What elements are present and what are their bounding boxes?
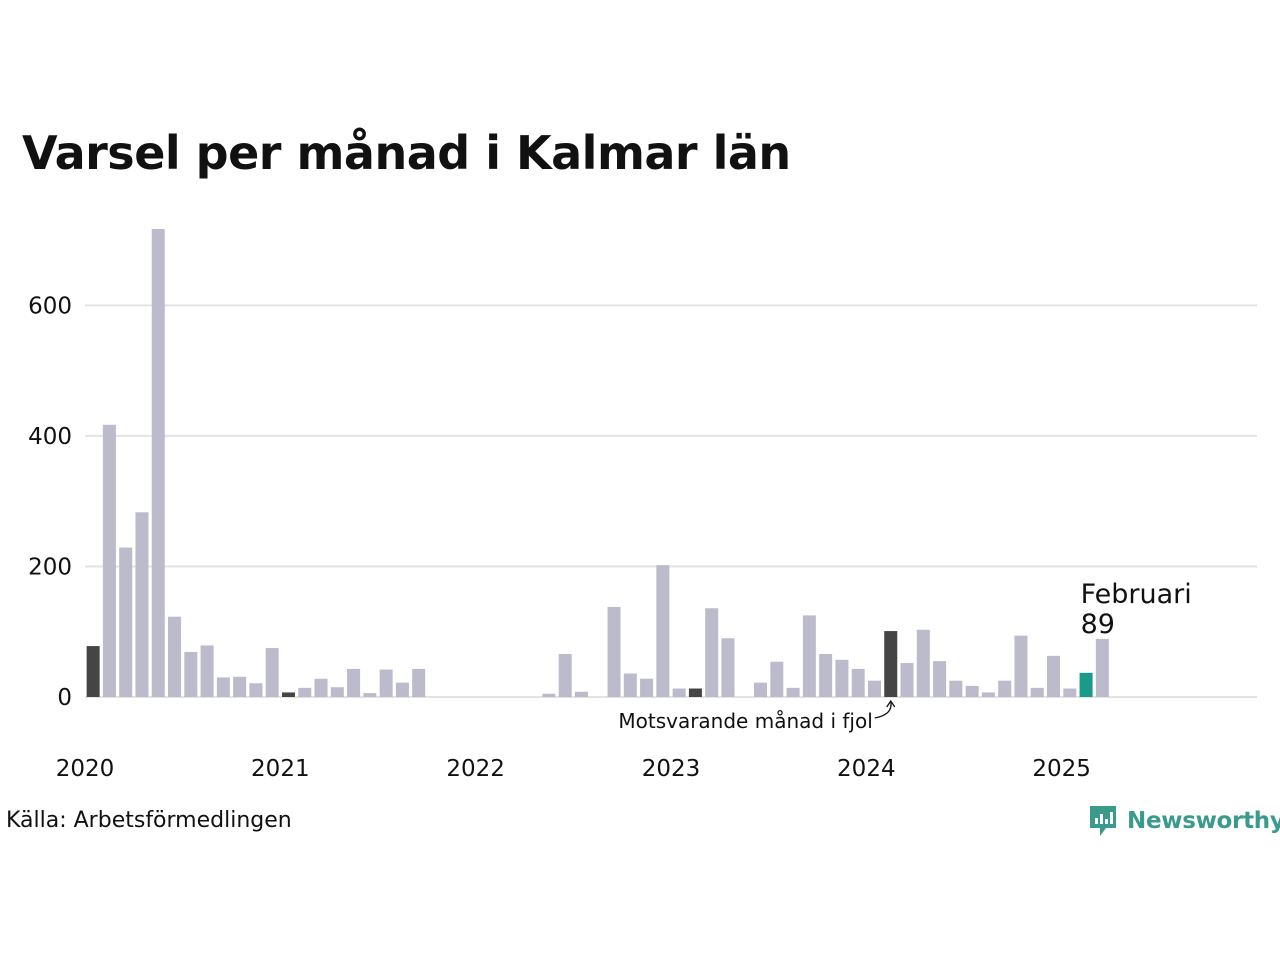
bar [900, 663, 914, 697]
bar [119, 547, 133, 697]
callout-value-label: 89 [1081, 609, 1115, 640]
bar [835, 659, 849, 697]
bar [395, 682, 409, 697]
x-axis-ticks: 2020 2021 2022 2023 2024 2025 [56, 756, 1091, 782]
y-tick-label: 600 [28, 293, 72, 319]
y-tick-label: 0 [57, 685, 72, 711]
bar [102, 424, 116, 697]
bar [168, 616, 182, 697]
bar [607, 606, 621, 697]
annotations: Motsvarande månad i fjol Februari 89 [618, 579, 1191, 733]
x-tick-label: 2020 [56, 756, 115, 782]
bar [347, 668, 361, 697]
bar [656, 565, 670, 697]
bar [249, 683, 263, 697]
bar-same-month-previous-year [281, 692, 295, 697]
bar [1095, 638, 1109, 697]
annotation-label: Motsvarande månad i fjol [618, 709, 872, 733]
bar [412, 668, 426, 697]
bar [916, 629, 930, 697]
brand-name: Newsworthy [1127, 808, 1280, 834]
bar [151, 228, 165, 698]
x-tick-label: 2023 [642, 756, 701, 782]
bar [1063, 688, 1077, 697]
bar-current-month [1079, 672, 1093, 697]
bar [184, 651, 198, 697]
bar [965, 685, 979, 697]
bar [314, 678, 328, 697]
bar [672, 688, 686, 697]
chart-title: Varsel per månad i Kalmar län [22, 126, 791, 180]
bar [721, 638, 735, 697]
bar [379, 669, 393, 697]
bar [574, 691, 588, 697]
bar [770, 661, 784, 697]
bar [786, 687, 800, 697]
bar [1047, 655, 1061, 697]
bar [705, 608, 719, 697]
newsworthy-logo: Newsworthy [1088, 804, 1280, 838]
bar [981, 692, 995, 697]
x-tick-label: 2021 [251, 756, 310, 782]
y-tick-label: 200 [28, 554, 72, 580]
bar [998, 680, 1012, 697]
bar [754, 682, 768, 697]
bar [949, 680, 963, 697]
bar [542, 693, 556, 697]
bar-series [86, 228, 1109, 698]
bar [233, 676, 247, 697]
bar [363, 693, 377, 697]
x-tick-label: 2022 [446, 756, 505, 782]
y-tick-label: 400 [28, 424, 72, 450]
gridlines [85, 304, 1257, 698]
bar [298, 687, 312, 697]
bar [558, 653, 572, 697]
bar [867, 680, 881, 697]
callout-month-label: Februari [1081, 579, 1192, 610]
bar [265, 648, 279, 697]
source-note: Källa: Arbetsförmedlingen [6, 808, 292, 833]
x-tick-label: 2024 [837, 756, 896, 782]
bar-same-month-previous-year [688, 688, 702, 697]
bar [135, 512, 149, 697]
x-tick-label: 2025 [1032, 756, 1091, 782]
bar [623, 673, 637, 697]
bar [330, 687, 344, 697]
bar [819, 653, 833, 697]
bar [1014, 635, 1028, 697]
bar [802, 615, 816, 697]
bar-same-month-previous-year [86, 646, 100, 697]
annotation-arrow [874, 700, 892, 719]
bar-same-month-previous-year [884, 631, 898, 697]
newsworthy-logo-icon [1090, 806, 1116, 836]
bar [216, 677, 230, 697]
bar [640, 678, 654, 697]
bar [1030, 687, 1044, 697]
annotation-arrowhead [886, 699, 896, 708]
bar [851, 668, 865, 697]
bar [933, 661, 947, 697]
bar [200, 645, 214, 697]
y-axis-ticks: 0 200 400 600 [28, 293, 72, 711]
